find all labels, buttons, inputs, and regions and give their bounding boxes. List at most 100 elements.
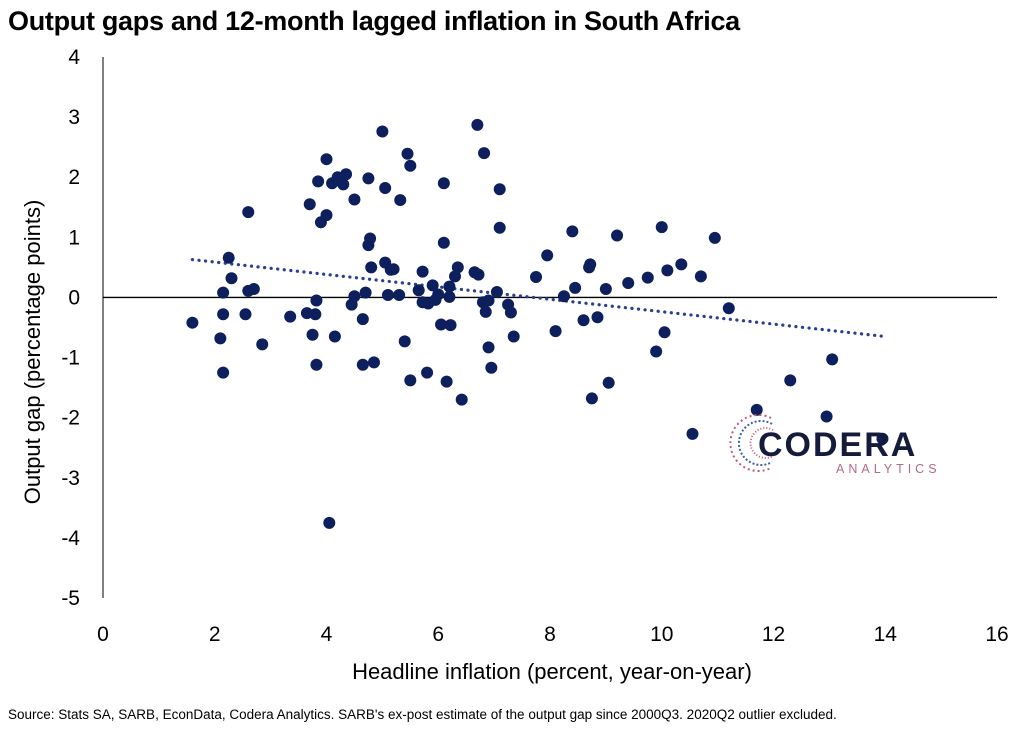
data-point [443,280,456,293]
data-point [449,270,462,283]
data-point [309,308,322,321]
data-point [490,286,503,299]
data-point [876,432,889,445]
data-point [493,221,506,234]
data-point [337,178,350,191]
data-point [611,229,624,242]
data-point [675,258,688,271]
axes [102,57,997,598]
y-tick-label: 0 [68,286,80,309]
chart-title: Output gaps and 12-month lagged inflatio… [8,6,740,36]
data-point [387,263,400,276]
data-point [655,221,668,234]
data-point [362,172,375,185]
logo-wordmark: CODERA [758,426,917,464]
data-point [381,289,394,302]
y-tick-label: -5 [61,587,80,610]
y-tick-label: -2 [61,407,80,430]
data-point [584,258,597,271]
data-point [312,175,325,188]
data-point [437,177,450,190]
data-point [585,392,598,405]
data-point [306,328,319,341]
data-point [303,198,316,211]
data-point [348,193,361,206]
data-point [485,361,498,374]
x-tick-label: 4 [321,623,333,646]
data-point [451,261,464,274]
data-point [478,147,491,160]
y-tick-label: 3 [68,106,80,129]
data-point [504,306,517,319]
data-point [323,516,336,529]
data-point [472,268,485,281]
data-point [401,147,414,160]
data-point [507,330,520,343]
data-point [421,366,434,379]
y-axis-label: Output gap (percentage points) [20,200,45,505]
data-point [541,249,554,262]
data-point [482,294,495,307]
data-point [549,325,562,338]
x-tick-label: 12 [762,623,785,646]
data-point [432,288,445,301]
data-point [404,159,417,172]
data-point [658,326,671,339]
data-point [348,290,361,303]
data-point [444,319,457,332]
data-point [694,270,707,283]
data-points [186,118,889,529]
data-point [599,283,612,296]
data-point [356,313,369,326]
data-point [367,356,380,369]
data-point [591,311,604,324]
data-point [356,358,369,371]
data-point [217,308,230,321]
data-point [722,302,735,315]
y-tick-label: -4 [61,527,80,550]
data-point [412,284,425,297]
x-tick-label: 8 [544,623,556,646]
data-point [284,310,297,323]
data-point [602,376,615,389]
data-point [569,281,582,294]
data-point [186,316,199,329]
data-point [435,318,448,331]
data-point [557,290,570,303]
data-point [328,330,341,343]
data-point [443,290,456,303]
data-point [217,286,230,299]
logo-subtitle: ANALYTICS [836,462,941,476]
data-point [256,338,269,351]
data-point [217,366,230,379]
data-point [376,125,389,138]
y-tick-label: 1 [68,226,80,249]
data-point [530,271,543,284]
data-point [426,279,439,292]
data-point [225,272,238,285]
y-tick-label: 4 [68,46,80,69]
data-point [247,283,260,296]
codera-logo: CODERA ANALYTICS [729,414,941,476]
y-tick-label: -3 [61,467,80,490]
trendline [190,257,887,339]
data-point [310,294,323,307]
data-point [641,271,654,284]
data-point [394,194,407,207]
data-point [320,209,333,222]
data-point [493,183,506,196]
data-point [482,341,495,354]
data-point [364,232,377,245]
y-tick-label: -1 [61,347,80,370]
x-tick-label: 16 [985,623,1008,646]
data-point [826,353,839,366]
y-tick-labels: 4 3 2 1 0 -1 -2 -3 -4 -5 [61,46,80,610]
data-point [437,236,450,249]
data-point [820,410,833,423]
logo-mark-icon [729,414,774,472]
x-tick-labels: 0 2 4 6 8 10 12 14 16 [97,623,1009,646]
data-point [661,264,674,277]
data-point [622,277,635,290]
data-point [379,182,392,195]
